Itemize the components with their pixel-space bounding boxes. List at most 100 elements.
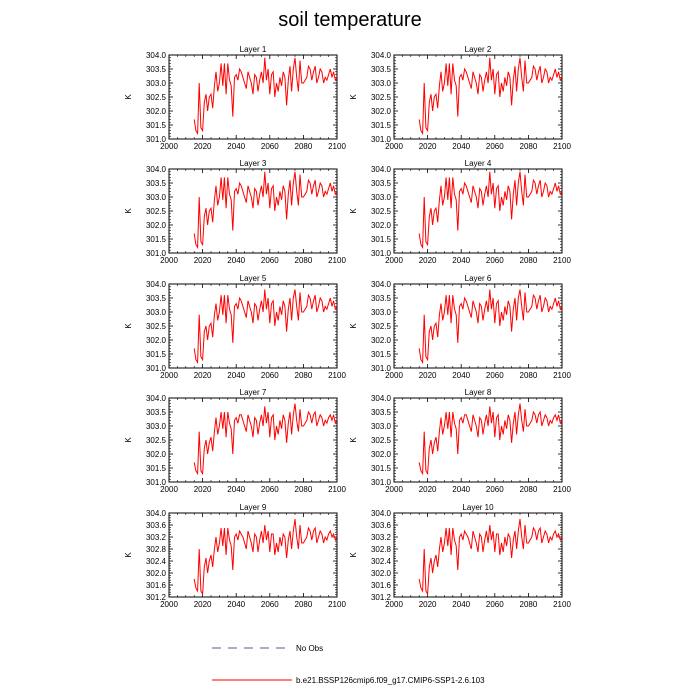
x-tick-label: 2060	[486, 371, 504, 380]
y-tick-label: 302.8	[371, 545, 392, 554]
x-tick-label: 2020	[194, 371, 212, 380]
y-tick-label: 304.0	[371, 394, 392, 403]
panel-title: Layer 8	[465, 388, 492, 397]
y-tick-label: 301.5	[371, 235, 392, 244]
y-axis-label: K	[349, 208, 358, 214]
y-tick-label: 302.0	[371, 569, 392, 578]
x-tick-label: 2060	[486, 256, 504, 265]
y-tick-label: 302.5	[146, 322, 167, 331]
y-tick-label: 303.5	[146, 408, 167, 417]
y-tick-label: 303.5	[371, 294, 392, 303]
y-tick-label: 301.5	[371, 121, 392, 130]
panel-layer-10: Layer 10 K 301.2 301.6 302.0 302.4 302.8 303.2 3…	[349, 503, 571, 609]
x-tick-label: 2100	[328, 142, 346, 151]
x-tick-label: 2100	[553, 485, 571, 494]
x-tick-label: 2100	[553, 600, 571, 609]
y-tick-label: 303.6	[371, 521, 392, 530]
x-tick-label: 2020	[194, 142, 212, 151]
plot-frame	[393, 168, 563, 254]
x-tick-label: 2020	[194, 600, 212, 609]
panel-title: Layer 9	[240, 503, 267, 512]
x-tick-label: 2080	[295, 485, 313, 494]
series-line	[193, 57, 338, 136]
y-tick-label: 301.0	[371, 249, 392, 258]
y-tick-label: 302.0	[371, 336, 392, 345]
x-tick-label: 2020	[419, 485, 437, 494]
y-tick-label: 304.0	[371, 280, 392, 289]
x-tick-label: 2080	[520, 371, 538, 380]
y-tick-label: 303.0	[146, 308, 167, 317]
y-tick-label: 301.6	[371, 581, 392, 590]
x-tick-label: 2060	[486, 485, 504, 494]
y-tick-label: 303.0	[371, 79, 392, 88]
plot-frame	[393, 54, 563, 140]
x-tick-label: 2020	[194, 485, 212, 494]
x-tick-label: 2040	[227, 371, 245, 380]
panel-title: Layer 10	[462, 503, 494, 512]
y-tick-label: 301.5	[146, 235, 167, 244]
y-tick-label: 302.5	[371, 436, 392, 445]
x-tick-label: 2060	[486, 142, 504, 151]
y-tick-label: 302.5	[146, 436, 167, 445]
x-tick-label: 2040	[227, 142, 245, 151]
plot-frame	[393, 512, 563, 598]
panel-layer-1: Layer 1 K 301.0 301.5 302.0 302.5 303.0 303.5 30…	[124, 45, 346, 151]
y-tick-label: 301.0	[146, 249, 167, 258]
x-tick-label: 2080	[520, 485, 538, 494]
y-tick-label: 302.0	[146, 107, 167, 116]
plot-frame	[168, 512, 338, 598]
panel-layer-2: Layer 2 K 301.0 301.5 302.0 302.5 303.0 303.5 30…	[349, 45, 571, 151]
series-line	[193, 518, 338, 596]
panel-layer-9: Layer 9 K 301.2 301.6 302.0 302.4 302.8 303.2 30…	[124, 503, 346, 609]
x-tick-label: 2000	[160, 485, 178, 494]
y-tick-label: 303.0	[146, 193, 167, 202]
x-tick-label: 2100	[328, 485, 346, 494]
x-tick-label: 2080	[520, 600, 538, 609]
panel-layer-3: Layer 3 K 301.0 301.5 302.0 302.5 303.0 303.5 30…	[124, 159, 346, 265]
y-tick-label: 303.5	[146, 65, 167, 74]
y-tick-label: 301.2	[146, 593, 167, 602]
y-tick-label: 302.0	[371, 221, 392, 230]
x-tick-label: 2000	[385, 485, 403, 494]
y-tick-label: 302.4	[146, 557, 167, 566]
panel-layer-5: Layer 5 K 301.0 301.5 302.0 302.5 303.0 303.5 30…	[124, 274, 346, 380]
x-tick-label: 2080	[295, 600, 313, 609]
y-tick-label: 304.0	[146, 165, 167, 174]
y-tick-label: 303.5	[371, 179, 392, 188]
x-tick-label: 2000	[385, 371, 403, 380]
y-axis-label: K	[124, 437, 133, 443]
y-tick-label: 302.8	[146, 545, 167, 554]
y-tick-label: 301.5	[146, 464, 167, 473]
x-tick-label: 2040	[227, 600, 245, 609]
y-tick-label: 303.2	[371, 533, 392, 542]
y-tick-label: 301.2	[371, 593, 392, 602]
x-tick-label: 2040	[452, 600, 470, 609]
y-axis-label: K	[349, 552, 358, 558]
y-tick-label: 302.0	[371, 107, 392, 116]
y-tick-label: 302.5	[371, 207, 392, 216]
x-tick-label: 2060	[261, 371, 279, 380]
y-axis-label: K	[124, 323, 133, 329]
x-tick-label: 2020	[194, 256, 212, 265]
x-tick-label: 2040	[452, 485, 470, 494]
y-tick-label: 303.5	[371, 65, 392, 74]
plot-frame	[168, 283, 338, 369]
x-tick-label: 2000	[160, 371, 178, 380]
x-tick-label: 2000	[160, 142, 178, 151]
y-tick-label: 301.5	[371, 350, 392, 359]
y-tick-label: 304.0	[146, 51, 167, 60]
x-tick-label: 2080	[295, 371, 313, 380]
y-tick-label: 302.5	[146, 93, 167, 102]
x-tick-label: 2020	[419, 256, 437, 265]
y-axis-label: K	[349, 94, 358, 100]
y-tick-label: 301.0	[371, 364, 392, 373]
y-tick-label: 301.0	[146, 135, 167, 144]
panel-title: Layer 6	[465, 274, 492, 283]
y-tick-label: 301.0	[146, 478, 167, 487]
x-tick-label: 2040	[452, 371, 470, 380]
x-tick-label: 2080	[295, 142, 313, 151]
y-tick-label: 303.5	[371, 408, 392, 417]
x-tick-label: 2100	[553, 256, 571, 265]
series-line	[418, 518, 563, 596]
x-tick-label: 2100	[328, 371, 346, 380]
